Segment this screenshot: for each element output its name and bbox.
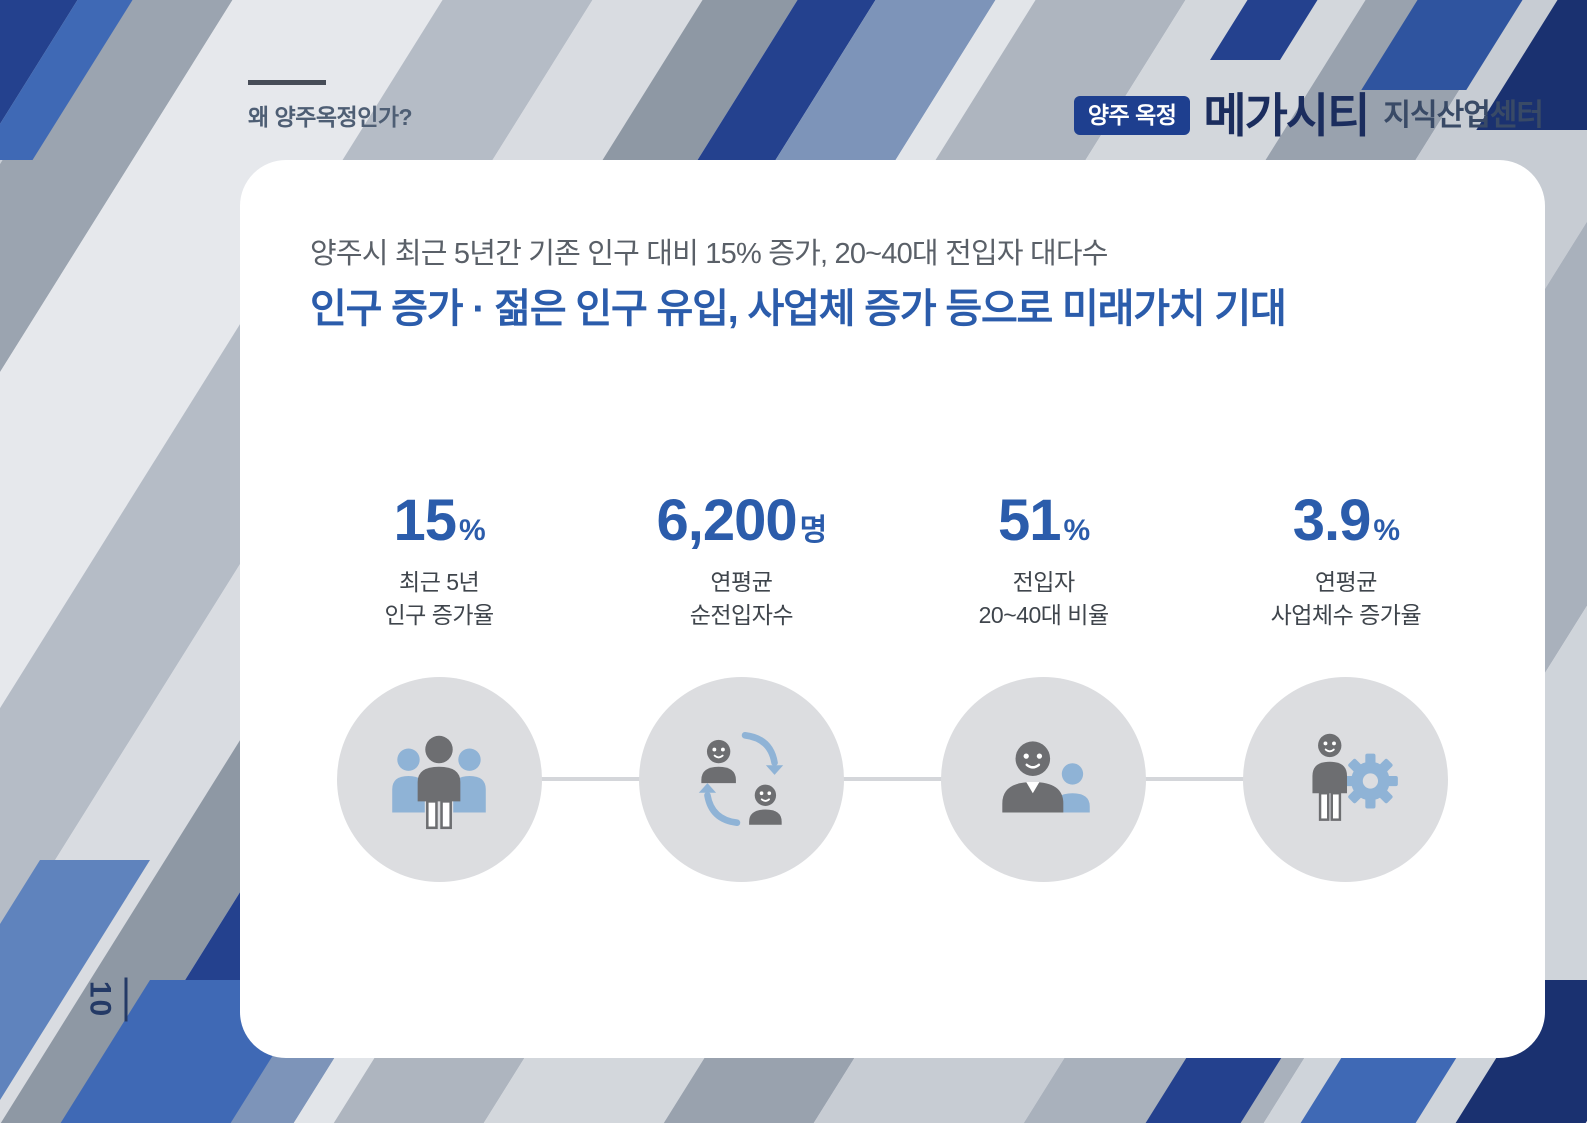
stat-label-line1: 최근 5년 — [399, 569, 480, 595]
logo-badge: 양주 옥정 — [1073, 96, 1191, 135]
stat-label: 전입자 20~40대 비율 — [893, 566, 1195, 633]
stat-value: 3.9% — [1195, 492, 1497, 550]
stat-label-line2: 사업체수 증가율 — [1270, 602, 1422, 629]
stat-unit: % — [1373, 514, 1400, 547]
page-number-line — [124, 977, 128, 1022]
stat-label-line2: 20~40대 비율 — [978, 602, 1109, 629]
page-number-text: 10 — [83, 980, 117, 1019]
people-exchange-icon — [699, 732, 784, 827]
stat-value: 15% — [288, 492, 590, 550]
section-eyebrow: 왜 양주옥정인가? — [248, 80, 413, 132]
page-number: 10 — [83, 977, 128, 1022]
stat-number: 3.9 — [1292, 488, 1372, 553]
stat-icon-circle — [1243, 676, 1449, 882]
stat-icon-circle — [638, 676, 844, 882]
card-subtitle: 양주시 최근 5년간 기존 인구 대비 15% 증가, 20~40대 전입자 대… — [310, 238, 1108, 270]
stat-label: 연평균 순전입자수 — [590, 566, 892, 633]
stat-label: 연평균 사업체수 증가율 — [1195, 566, 1497, 633]
stat-label-line1: 연평균 — [710, 569, 773, 595]
stat-net-migration: 6,200 명 연평균 순전입자수 — [590, 492, 892, 882]
stat-label: 최근 5년 인구 증가율 — [288, 566, 590, 633]
stat-number: 6,200 — [656, 488, 797, 553]
stat-value: 51% — [893, 492, 1195, 550]
stat-label-line1: 연평균 — [1314, 569, 1377, 595]
stat-connector-line — [439, 777, 1346, 781]
logo-brand-text: 메가시티 — [1203, 89, 1370, 142]
eyebrow-text: 왜 양주옥정인가? — [248, 104, 413, 130]
stat-icon-circle — [941, 676, 1147, 882]
stat-number: 15 — [393, 488, 458, 553]
migrant-pair-icon — [1001, 741, 1090, 813]
stat-value: 6,200 명 — [590, 492, 892, 550]
person-gear-icon — [1312, 733, 1398, 822]
people-group-icon — [392, 735, 486, 830]
stat-label-line1: 전입자 — [1012, 569, 1075, 595]
logo-suffix-text: 지식산업센터 — [1383, 98, 1544, 132]
content-card: 양주시 최근 5년간 기존 인구 대비 15% 증가, 20~40대 전입자 대… — [240, 160, 1545, 1058]
stat-label-line2: 순전입자수 — [689, 602, 794, 629]
stat-population-growth-rate: 15% 최근 5년 인구 증가율 — [288, 492, 590, 882]
eyebrow-accent-line — [248, 80, 326, 85]
brand-logo: 양주 옥정 메가시티 지식산업센터 — [1073, 89, 1544, 142]
stats-row: 15% 최근 5년 인구 증가율 — [288, 492, 1497, 882]
stat-migrant-age-ratio: 51% 전입자 20~40대 비율 — [893, 492, 1195, 882]
stat-unit: 명 — [799, 514, 828, 547]
card-title: 인구 증가 · 젊은 인구 유입, 사업체 증가 등으로 미래가치 기대 — [310, 287, 1287, 331]
stat-unit: % — [459, 514, 486, 547]
stat-business-growth-rate: 3.9% 연평균 사업체수 증가율 — [1195, 492, 1497, 882]
stat-label-line2: 인구 증가율 — [384, 602, 495, 629]
stat-unit: % — [1063, 514, 1091, 547]
stat-icon-circle — [336, 676, 542, 882]
stat-number: 51 — [998, 488, 1062, 553]
